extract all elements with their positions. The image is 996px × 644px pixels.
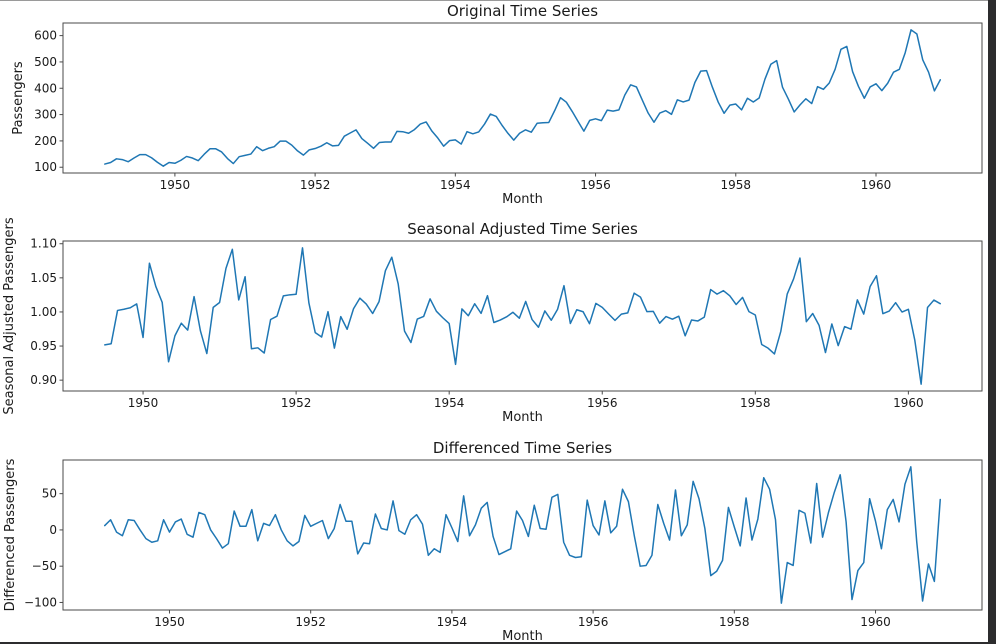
axes-frame — [62, 240, 983, 392]
x-tick-label: 1960 — [893, 396, 924, 410]
x-tick-label: 1954 — [437, 615, 468, 629]
x-tick-label: 1958 — [721, 178, 752, 192]
x-tick-label: 1952 — [300, 178, 331, 192]
x-axis-label: Month — [502, 410, 543, 425]
y-tick-label: 50 — [42, 487, 57, 501]
screen-edge-right — [988, 0, 996, 644]
chart-title: Seasonal Adjusted Time Series — [407, 220, 638, 238]
y-tick-label: 1.00 — [30, 305, 57, 319]
x-tick-label: 1950 — [160, 178, 191, 192]
y-axis-label: Differenced Passengers — [3, 458, 18, 611]
screen-edge-bottom — [0, 642, 996, 644]
x-tick-label: 1958 — [719, 615, 750, 629]
x-tick-label: 1956 — [587, 396, 618, 410]
x-axis-label: Month — [502, 192, 543, 207]
y-tick-label: 0.90 — [30, 373, 57, 387]
y-tick-label: 0.95 — [30, 339, 57, 353]
subplot-seasonal-adjusted-time-series: Seasonal Adjusted Time Series 1950 1952 195… — [2, 217, 983, 425]
x-axis-label: Month — [502, 629, 543, 644]
subplot-differenced-time-series: Differenced Time Series 1950 1952 1954 1956 1… — [3, 439, 983, 644]
y-tick-label: 600 — [34, 29, 57, 43]
y-tick-label: 200 — [34, 134, 57, 148]
axes-frame — [62, 22, 983, 174]
y-tick-label: 0 — [49, 523, 57, 537]
y-tick-label: −50 — [32, 559, 57, 573]
x-tick-label: 1954 — [434, 396, 465, 410]
x-tick-label: 1960 — [861, 178, 892, 192]
x-tick-label: 1960 — [860, 615, 891, 629]
y-axis-label: Passengers — [11, 61, 26, 135]
subplot-original-time-series: Original Time Series 1950 1952 1954 1956 1958… — [11, 2, 983, 207]
series-line — [104, 29, 942, 167]
x-tick-label: 1952 — [281, 396, 312, 410]
y-tick-label: 1.05 — [30, 271, 57, 285]
y-tick-label: 100 — [34, 160, 57, 174]
y-tick-label: 300 — [34, 108, 57, 122]
y-tick-label: 400 — [34, 81, 57, 95]
chart-title: Differenced Time Series — [433, 439, 612, 457]
screen-edge-top — [0, 0, 996, 1]
x-tick-label: 1954 — [440, 178, 471, 192]
x-tick-label: 1950 — [128, 396, 159, 410]
y-tick-label: 1.10 — [30, 237, 57, 251]
series-line — [104, 247, 942, 385]
x-tick-label: 1958 — [740, 396, 771, 410]
x-tick-label: 1950 — [154, 615, 185, 629]
x-tick-label: 1952 — [295, 615, 326, 629]
x-tick-label: 1956 — [578, 615, 609, 629]
y-tick-label: −100 — [24, 595, 57, 609]
x-tick-label: 1956 — [580, 178, 611, 192]
series-line — [104, 466, 941, 604]
y-axis-label: Seasonal Adjusted Passengers — [2, 217, 17, 415]
y-tick-label: 500 — [34, 55, 57, 69]
axes-frame — [62, 459, 983, 611]
chart-title: Original Time Series — [447, 2, 598, 20]
